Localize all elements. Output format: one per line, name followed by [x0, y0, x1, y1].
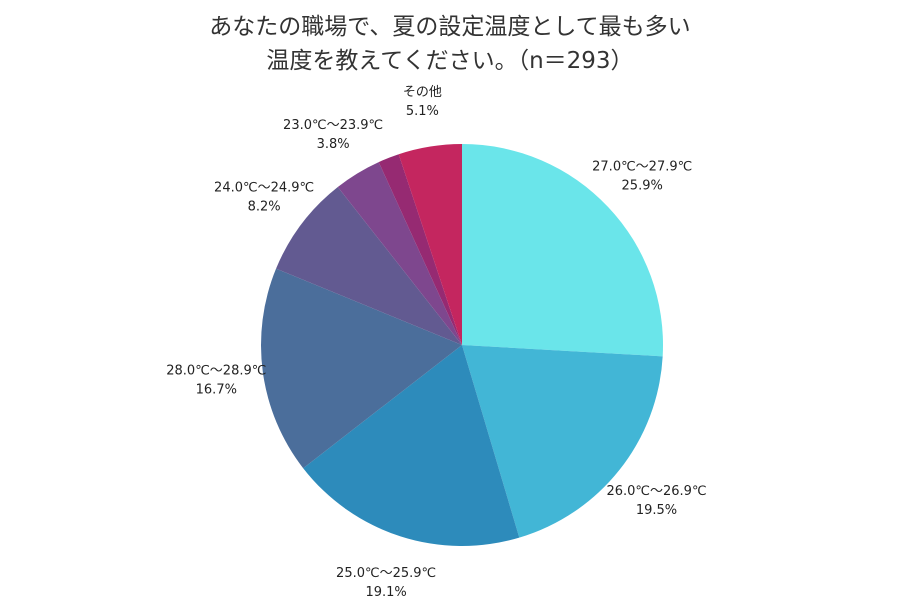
pie-slice [303, 345, 520, 546]
pie-slice [462, 345, 663, 538]
chart-title-line-2: 温度を教えてください。（n＝293） [266, 48, 634, 74]
slice-category-label: 27.0℃〜27.9℃ [592, 160, 692, 175]
slice-category-label: 23.0℃〜23.9℃ [283, 118, 383, 133]
slice-value-label: 5.1% [406, 104, 439, 119]
slice-label: 25.0℃〜25.9℃ 19.1% [336, 566, 436, 600]
chart-title-line-1: あなたの職場で、夏の設定温度として最も多い [209, 14, 691, 40]
slice-category-label: 26.0℃〜26.9℃ [606, 484, 706, 499]
chart-title: あなたの職場で、夏の設定温度として最も多い 温度を教えてください。（n＝293） [0, 10, 900, 78]
slice-value-label: 8.2% [248, 200, 281, 215]
slice-label: 26.0℃〜26.9℃ 19.5% [606, 484, 706, 518]
pie-slice [337, 162, 462, 345]
pie-slice [462, 144, 664, 357]
slice-label: 24.0℃〜24.9℃ 8.2% [214, 181, 314, 215]
slice-value-label: 25.9% [622, 179, 663, 194]
pie-slice [398, 144, 462, 345]
slice-value-label: 19.1% [365, 585, 406, 600]
slice-label: 28.0℃〜28.9℃ 16.7% [166, 363, 266, 397]
pie-slice [276, 186, 462, 345]
slice-label: 27.0℃〜27.9℃ 25.9% [592, 160, 692, 194]
slice-value-label: 3.8% [317, 137, 350, 152]
slice-value-label: 19.5% [636, 503, 677, 518]
slice-category-label: その他 [403, 85, 442, 100]
pie-slice [261, 268, 462, 469]
slice-category-label: 24.0℃〜24.9℃ [214, 181, 314, 196]
pie-slices [261, 144, 664, 546]
slice-label: その他 5.1% [403, 85, 442, 119]
pie-labels: 27.0℃〜27.9℃ 25.9% 26.0℃〜26.9℃ 19.5% 25.0℃〜25… [166, 85, 706, 600]
slice-category-label: 28.0℃〜28.9℃ [166, 363, 266, 378]
slice-value-label: 16.7% [196, 382, 237, 397]
slice-category-label: 25.0℃〜25.9℃ [336, 566, 436, 581]
pie-slice [378, 154, 462, 345]
slice-label: 23.0℃〜23.9℃ 3.8% [283, 118, 383, 152]
